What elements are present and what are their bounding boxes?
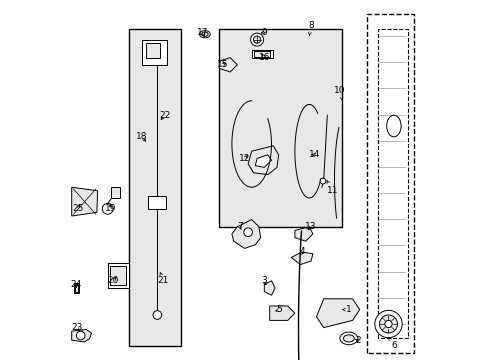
Text: 18: 18 (136, 132, 147, 141)
Text: 3: 3 (261, 276, 266, 285)
Bar (110, 266, 126, 285)
Polygon shape (294, 227, 312, 241)
Circle shape (76, 331, 85, 340)
Polygon shape (72, 187, 98, 216)
Ellipse shape (199, 31, 210, 38)
Text: 8: 8 (307, 21, 313, 35)
Bar (142, 40, 167, 65)
Bar (219, 29, 341, 227)
Polygon shape (269, 306, 294, 320)
Circle shape (102, 203, 113, 214)
Circle shape (250, 33, 263, 46)
Text: 22: 22 (159, 111, 170, 120)
Bar (148, 196, 166, 209)
Text: 25: 25 (72, 204, 84, 213)
Polygon shape (264, 281, 275, 295)
Circle shape (384, 320, 391, 328)
Text: 5: 5 (275, 305, 282, 314)
Bar (73, 283, 79, 293)
Ellipse shape (343, 335, 354, 342)
Bar (111, 187, 120, 198)
Text: 10: 10 (333, 86, 345, 100)
Polygon shape (247, 146, 278, 175)
Bar (145, 43, 160, 58)
Text: 15: 15 (217, 60, 228, 69)
Circle shape (244, 228, 252, 237)
Bar (129, 29, 181, 346)
Text: 17: 17 (197, 28, 208, 37)
Text: 20: 20 (107, 276, 119, 285)
Text: 21: 21 (158, 273, 169, 285)
Polygon shape (291, 252, 312, 265)
Text: 16: 16 (258, 53, 269, 62)
Circle shape (153, 311, 162, 319)
Text: 2: 2 (354, 336, 360, 345)
Bar (251, 50, 273, 58)
Circle shape (253, 36, 260, 43)
Text: 6: 6 (388, 337, 396, 350)
Text: 24: 24 (71, 280, 82, 289)
Text: 4: 4 (299, 248, 305, 256)
Polygon shape (316, 299, 359, 328)
Text: 23: 23 (71, 323, 82, 332)
Bar (107, 263, 129, 288)
Ellipse shape (201, 32, 208, 36)
Text: 13: 13 (305, 222, 316, 231)
Text: 1: 1 (342, 305, 351, 314)
Text: 7: 7 (237, 222, 242, 231)
Text: 14: 14 (308, 150, 320, 159)
Polygon shape (72, 329, 91, 342)
Circle shape (374, 310, 401, 338)
Text: 11: 11 (326, 181, 338, 195)
Circle shape (379, 315, 397, 333)
Polygon shape (231, 220, 260, 248)
Bar (75, 284, 78, 292)
Circle shape (320, 178, 325, 184)
Bar (254, 51, 270, 57)
Polygon shape (255, 155, 271, 167)
Text: 12: 12 (238, 154, 250, 163)
Text: 19: 19 (104, 204, 116, 213)
Polygon shape (219, 58, 237, 72)
Ellipse shape (339, 332, 357, 345)
Text: 9: 9 (261, 28, 266, 37)
Ellipse shape (386, 115, 400, 137)
